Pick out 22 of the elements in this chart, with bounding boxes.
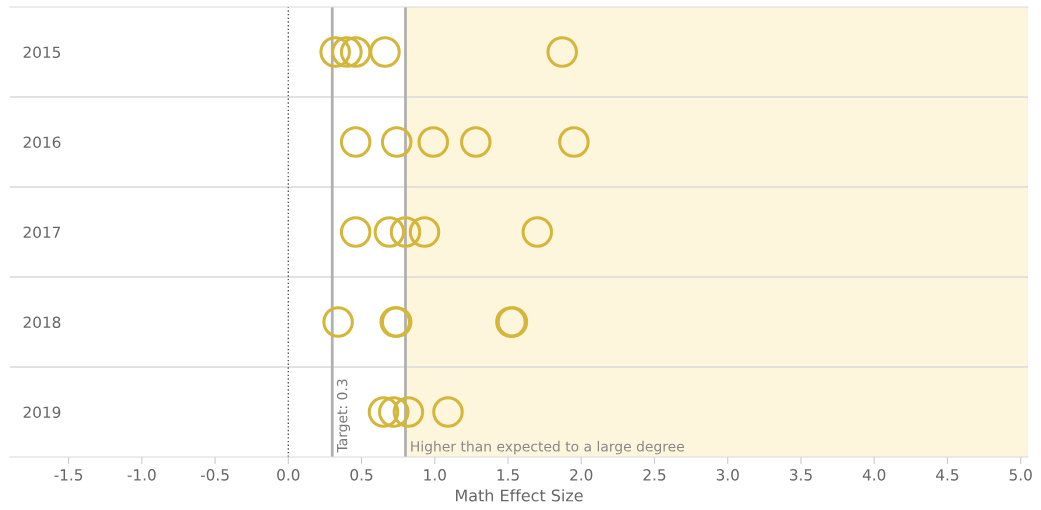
x-tick-label: 0.5 (350, 469, 373, 481)
y-tick-label: 2016 (23, 136, 61, 149)
x-tick-label: 4.0 (862, 469, 886, 481)
x-tick-label: -0.5 (200, 469, 229, 481)
ref-line-label: Target: 0.3 (336, 379, 351, 453)
x-tick-label: -1.5 (54, 469, 83, 481)
x-tick-label: 2.5 (643, 469, 666, 481)
x-tick-label: 1.0 (424, 469, 446, 481)
x-tick-label: 2.0 (570, 469, 593, 481)
x-tick-label: 4.5 (936, 469, 959, 481)
y-tick-label: 2017 (23, 226, 61, 239)
y-tick-label: 2015 (23, 46, 61, 59)
x-tick-label: 0.0 (277, 469, 300, 481)
y-tick-label: 2019 (23, 406, 61, 419)
x-tick-label: 3.5 (789, 469, 812, 481)
x-tick-label: 3.0 (716, 469, 739, 481)
band-label: Higher than expected to a large degree (411, 440, 685, 455)
x-axis-title: Math Effect Size (456, 489, 583, 502)
x-tick-label: 1.5 (497, 469, 519, 481)
x-tick-label: 5.0 (1009, 469, 1032, 481)
x-tick-label: -1.0 (127, 469, 156, 481)
y-tick-label: 2018 (23, 316, 61, 329)
